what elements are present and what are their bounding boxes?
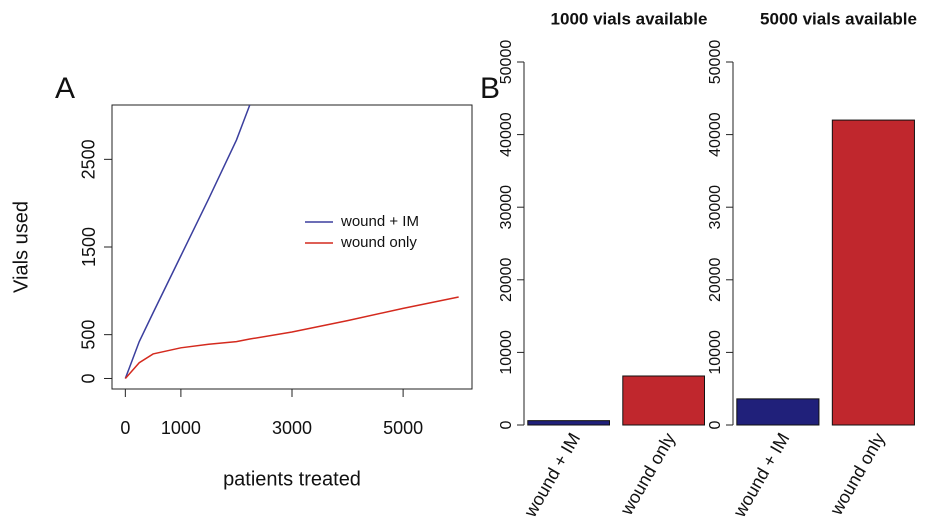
legend-label: wound only [340,234,417,251]
y-tick-label: 40000 [707,112,724,157]
x-tick-label: 0 [120,418,130,438]
x-tick-label: wound only [616,429,679,517]
x-tick-label: wound + IM [520,429,585,517]
y-tick-label: 50000 [707,40,724,85]
panel-label: A [55,72,75,105]
y-tick-label: 500 [79,320,99,350]
series-line [124,105,251,379]
bar [736,398,820,426]
plot-box [111,104,473,390]
x-tick-label: 3000 [272,418,312,438]
y-tick-label: 0 [707,420,724,429]
chart-title: 1000 vials available [551,9,708,28]
y-tick-label: 2500 [79,139,99,179]
bar [622,375,705,426]
y-tick-label: 30000 [707,185,724,230]
y-axis-title: Vials used [10,201,32,293]
y-tick-label: 40000 [498,112,515,157]
y-tick-label: 50000 [498,40,515,85]
x-tick-label: 5000 [383,418,423,438]
x-tick-label: wound only [826,429,889,517]
y-tick-label: 1500 [79,227,99,267]
x-tick-label: wound + IM [729,429,794,517]
y-tick-label: 30000 [498,185,515,230]
y-tick-label: 20000 [498,257,515,302]
x-axis-title: patients treated [223,468,361,490]
chart-title: 5000 vials available [760,9,917,28]
bar [527,420,610,426]
bar [831,119,915,426]
y-tick-label: 10000 [498,330,515,375]
y-tick-label: 0 [79,373,99,383]
y-tick-label: 10000 [707,330,724,375]
x-tick-label: 1000 [161,418,201,438]
y-tick-label: 20000 [707,257,724,302]
panel-label: B [480,72,500,105]
legend-label: wound + IM [340,213,419,230]
series-line [124,296,459,379]
y-tick-label: 0 [498,420,515,429]
